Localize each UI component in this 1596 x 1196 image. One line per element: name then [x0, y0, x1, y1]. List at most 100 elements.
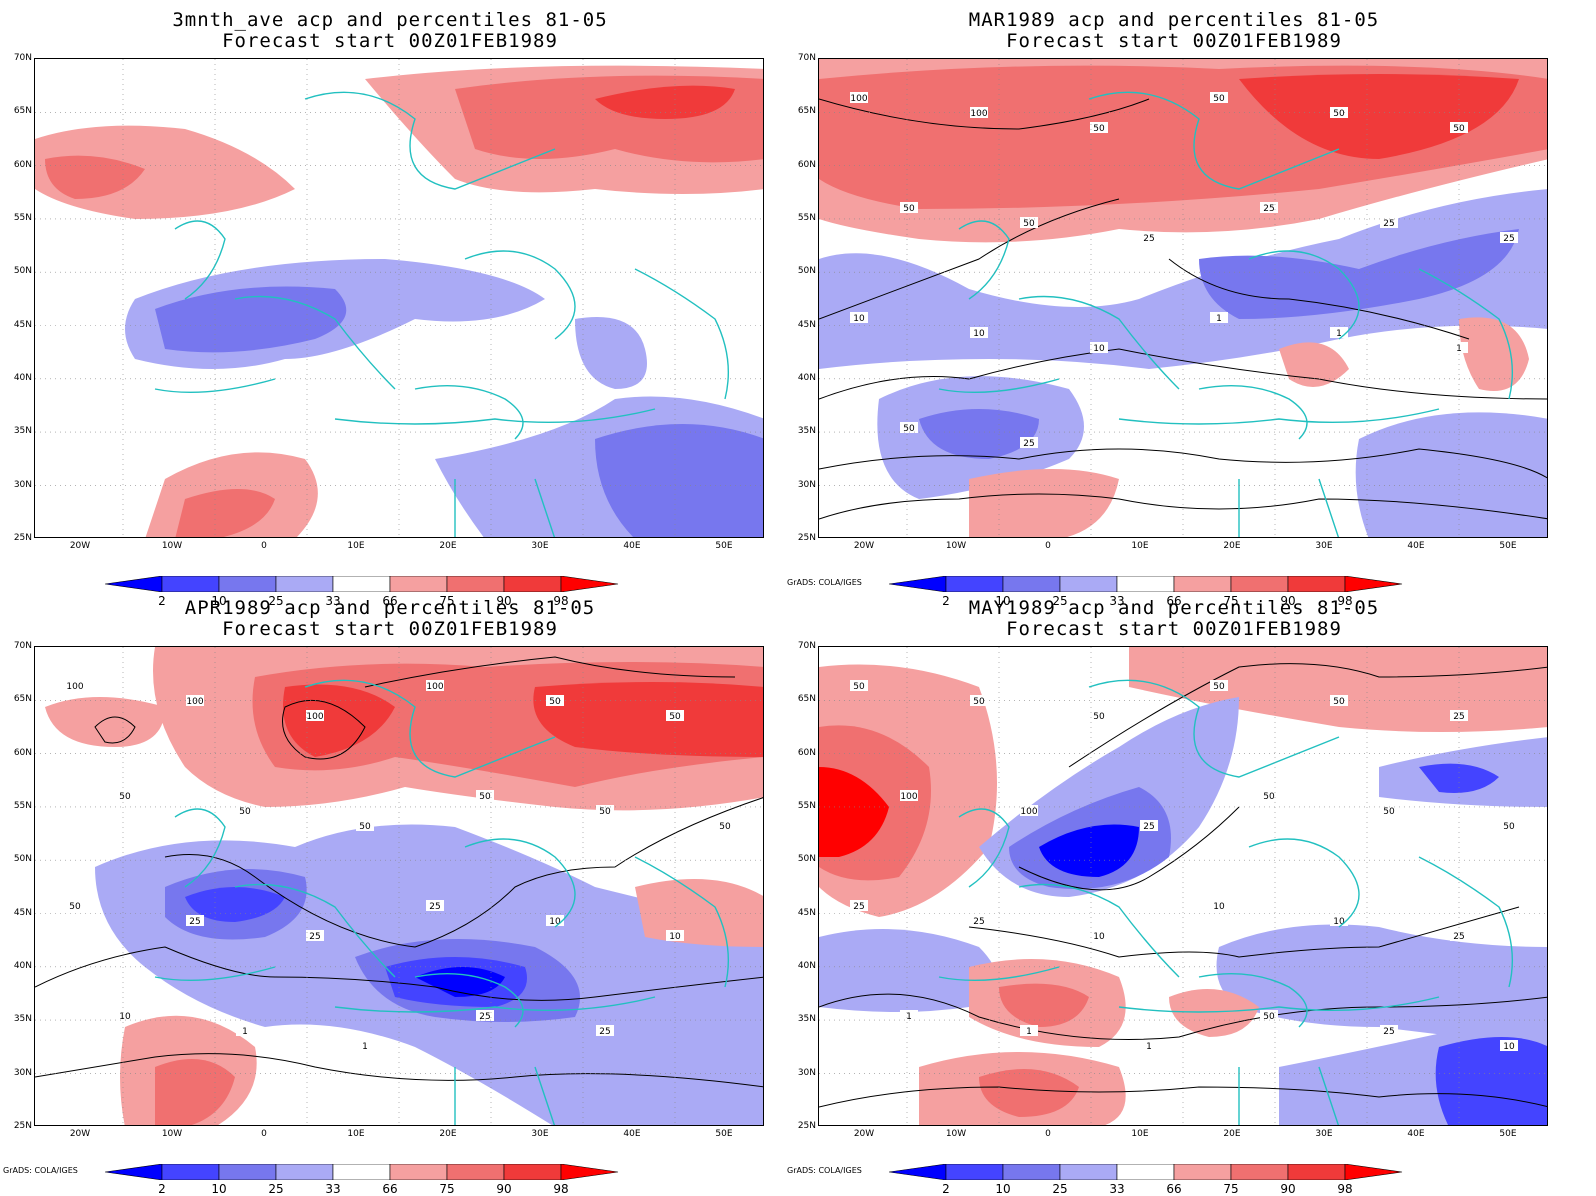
svg-text:50: 50	[973, 697, 985, 707]
lat-label: 70N	[797, 641, 816, 651]
svg-text:50: 50	[549, 697, 561, 707]
colorbar-label: 33	[1109, 594, 1125, 608]
contour-label: 100	[426, 680, 444, 692]
lat-label: 25N	[13, 533, 32, 543]
colorbar-swatch	[446, 1164, 505, 1180]
svg-text:50: 50	[853, 682, 865, 692]
map-area	[34, 58, 764, 538]
contour-label: 50	[716, 820, 734, 832]
panel-subtitle: Forecast start 00Z01FEB1989	[222, 30, 558, 52]
lon-label: 20W	[853, 541, 875, 551]
panel-title: MAR1989 acp and percentiles 81-05	[968, 9, 1380, 31]
grads-credit: GrADS: COLA/IGES	[3, 1166, 78, 1175]
contour-label: 50	[850, 680, 868, 692]
colorbar-swatch	[889, 1164, 947, 1180]
lon-label: 10W	[945, 541, 967, 551]
colorbar-label: 90	[1280, 1182, 1296, 1196]
contour-label: 50	[1090, 710, 1108, 722]
coastline	[154, 679, 729, 1125]
colorbar-swatch	[218, 1164, 277, 1180]
contour-label: 25	[1140, 232, 1158, 244]
lat-label: 50N	[13, 854, 32, 865]
colorbar-label: 33	[325, 1182, 341, 1196]
contour-label: 10	[850, 312, 868, 324]
contour-label: 25	[1380, 217, 1398, 229]
lat-label: 60N	[13, 159, 32, 170]
lon-label: 40E	[1407, 1129, 1425, 1139]
lon-label: 50E	[715, 1129, 733, 1139]
map-field: 100 100 50 50 50 50 50 50 25 25 25 25 10 10 10 1 1 1 50 25	[819, 59, 1547, 537]
contour-label: 100	[306, 710, 324, 722]
lat-label: 70N	[797, 53, 816, 63]
svg-text:50: 50	[1023, 219, 1035, 229]
colorbar-swatch	[1344, 576, 1403, 592]
colorbar-swatch	[1230, 1164, 1289, 1180]
svg-text:25: 25	[1263, 204, 1274, 214]
lat-label: 70N	[13, 53, 32, 63]
svg-text:50: 50	[1503, 822, 1515, 832]
svg-text:50: 50	[599, 807, 611, 817]
lon-label: 20W	[853, 1129, 875, 1139]
lon-label: 0	[261, 1129, 267, 1139]
lon-label: 20W	[69, 1129, 91, 1139]
svg-text:100: 100	[1020, 807, 1037, 817]
svg-text:50: 50	[119, 792, 131, 802]
contour-label: 50	[1380, 805, 1398, 817]
colorbar-swatch	[560, 1164, 619, 1180]
colorbar-swatch	[389, 1164, 448, 1180]
lon-label: 10W	[161, 541, 183, 551]
contour-label: 1	[236, 1025, 254, 1037]
lon-label: 0	[1045, 541, 1051, 551]
colorbar-label: 75	[439, 1182, 455, 1196]
lon-label: 10E	[347, 1129, 365, 1139]
colorbar-swatch	[275, 1164, 334, 1180]
colorbar-label: 2	[158, 594, 166, 608]
colorbar-label: 25	[1052, 1182, 1068, 1196]
contour-label: 25	[850, 900, 868, 912]
lat-label: 65N	[13, 106, 32, 117]
panel-subtitle: Forecast start 00Z01FEB1989	[1006, 618, 1342, 640]
contour-label: 50	[1450, 122, 1468, 134]
contour-label: 50	[1330, 107, 1348, 119]
lat-label: 55N	[797, 801, 816, 811]
lon-label: 30E	[531, 1129, 549, 1139]
svg-text:10: 10	[1503, 1042, 1515, 1052]
colorbar-swatch	[503, 1164, 562, 1180]
svg-text:50: 50	[1213, 94, 1225, 104]
lat-label: 65N	[13, 694, 32, 705]
contour-label: 10	[1090, 930, 1108, 942]
contour-label: 10	[1500, 1040, 1518, 1052]
lat-label: 30N	[797, 479, 816, 490]
contour-label: 50	[116, 790, 134, 802]
map-field: 50 50 50 50 50 25 100 100 25 50 50 50 25 25 10 10 10 25 1 1…	[819, 647, 1547, 1125]
contour-label: 100	[900, 790, 918, 802]
colorbar-label: 66	[1166, 1182, 1182, 1196]
contour-label: 50	[1330, 695, 1348, 707]
lat-label: 30N	[13, 479, 32, 490]
colorbar-label: 10	[995, 1182, 1011, 1196]
panel-3mnth: 3mnth_ave acp and percentiles 81-05 Fore…	[0, 0, 780, 608]
lon-label: 20E	[1223, 1129, 1241, 1139]
svg-text:50: 50	[1093, 124, 1105, 134]
lat-label: 50N	[797, 266, 816, 277]
colorbar-label: 75	[439, 594, 455, 608]
lon-label: 10E	[1131, 541, 1149, 551]
lon-label: 20E	[439, 541, 457, 551]
colorbar	[889, 576, 1403, 592]
colorbar-swatch	[945, 1164, 1004, 1180]
lat-label: 25N	[13, 1121, 32, 1131]
panel-title: APR1989 acp and percentiles 81-05	[184, 597, 596, 619]
lat-label: 55N	[797, 213, 816, 223]
svg-text:50: 50	[1263, 1012, 1275, 1022]
svg-text:10: 10	[973, 329, 985, 339]
lat-label: 30N	[797, 1067, 816, 1078]
colorbar-label: 33	[1109, 1182, 1125, 1196]
lon-label: 0	[1045, 1129, 1051, 1139]
contour-label: 25	[1020, 437, 1038, 449]
coastline	[154, 91, 729, 537]
svg-text:10: 10	[1333, 917, 1345, 927]
panel-mar1989: MAR1989 acp and percentiles 81-05 Foreca…	[784, 0, 1564, 608]
svg-text:50: 50	[359, 822, 371, 832]
lon-label: 40E	[623, 1129, 641, 1139]
lat-label: 40N	[797, 961, 816, 971]
